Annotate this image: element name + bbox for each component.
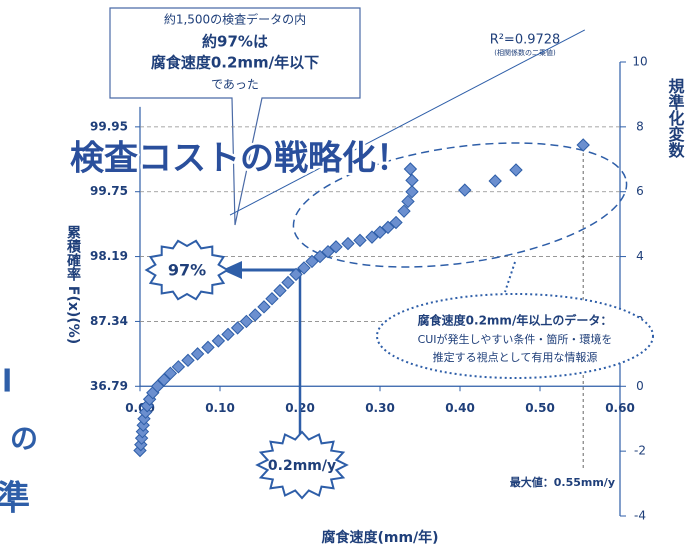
point bbox=[157, 373, 171, 387]
note-text: CUIが発生しやすい条件・箇所・環境を bbox=[418, 332, 613, 346]
point bbox=[321, 244, 335, 259]
point bbox=[509, 163, 523, 177]
y2-tick-label: 4 bbox=[636, 249, 644, 263]
point bbox=[150, 379, 165, 393]
point bbox=[273, 283, 287, 298]
point bbox=[313, 249, 327, 264]
point bbox=[381, 220, 395, 235]
point bbox=[248, 308, 262, 322]
y-tick-label: 36.79 bbox=[90, 379, 128, 393]
point bbox=[265, 292, 279, 306]
point bbox=[134, 437, 148, 452]
badge bbox=[144, 239, 230, 301]
point bbox=[221, 327, 235, 342]
y2-axis-label: 規準化変数 bbox=[666, 78, 685, 159]
y2-tick-label: 0 bbox=[636, 379, 644, 393]
arrow-head bbox=[222, 261, 242, 279]
y-tick-label: 98.19 bbox=[90, 249, 128, 263]
callout-box bbox=[109, 7, 361, 226]
point bbox=[281, 275, 295, 290]
y-tick-label: 99.75 bbox=[90, 184, 128, 198]
x-axis-label: 腐食速度(mm/年) bbox=[321, 529, 438, 546]
point bbox=[329, 240, 343, 254]
r-squared-note: (相関係数の二乗値) bbox=[494, 48, 556, 57]
badge-text: 97% bbox=[168, 261, 206, 280]
callout-text: であった bbox=[211, 78, 259, 92]
y2-tick-label: -4 bbox=[634, 509, 646, 523]
point bbox=[201, 340, 215, 355]
point bbox=[181, 353, 195, 368]
point bbox=[488, 174, 502, 188]
point bbox=[137, 412, 151, 426]
chart-title: 検査コストの戦略化！ bbox=[70, 139, 410, 179]
x-tick-label: 0.10 bbox=[205, 401, 235, 415]
x-tick-label: 0.40 bbox=[445, 401, 475, 415]
trendline bbox=[229, 29, 586, 216]
point bbox=[239, 314, 254, 329]
point bbox=[405, 185, 419, 199]
point bbox=[230, 321, 245, 335]
highlight-ellipse bbox=[292, 142, 628, 268]
point bbox=[289, 267, 303, 282]
badge bbox=[255, 430, 349, 500]
y-axis-label: 累積確率 F(x)(%) bbox=[65, 225, 82, 344]
point bbox=[257, 300, 271, 314]
point bbox=[134, 431, 149, 445]
callout-text: 腐食速度0.2mm/年以下 bbox=[151, 54, 319, 72]
point bbox=[190, 347, 205, 361]
point bbox=[389, 215, 403, 230]
point bbox=[163, 366, 178, 381]
side-text: の bbox=[10, 422, 38, 455]
side-text: 準 bbox=[0, 479, 30, 519]
point bbox=[458, 183, 472, 197]
note-ellipse bbox=[376, 293, 654, 379]
y-tick-label: 99.95 bbox=[90, 119, 128, 133]
point bbox=[576, 138, 590, 152]
point bbox=[171, 360, 186, 374]
r-squared: R²=0.9728 bbox=[490, 33, 561, 48]
x-tick-label: 0.60 bbox=[605, 401, 635, 415]
point bbox=[353, 233, 367, 248]
max-label: 最大値：0.55mm/y bbox=[510, 475, 615, 489]
y2-tick-label: 6 bbox=[636, 184, 644, 198]
connector bbox=[504, 261, 516, 293]
note-text: 腐食速度0.2mm/年以上のデータ： bbox=[418, 313, 613, 328]
y-tick-label: 87.34 bbox=[90, 314, 128, 328]
point bbox=[211, 334, 226, 348]
y2-tick-label: -2 bbox=[634, 444, 646, 458]
point bbox=[401, 194, 415, 209]
point bbox=[305, 254, 319, 269]
badge-text: 0.2mm/y bbox=[268, 458, 336, 474]
point bbox=[341, 236, 355, 251]
y2-tick-label: 8 bbox=[636, 119, 644, 133]
side-text: l bbox=[2, 365, 12, 400]
point bbox=[365, 230, 379, 244]
x-tick-label: 0.30 bbox=[365, 401, 395, 415]
point bbox=[405, 173, 419, 188]
callout-text: 約97%は bbox=[202, 33, 268, 51]
point bbox=[297, 261, 311, 275]
point bbox=[373, 225, 387, 239]
note-text: 推定する視点として有用な情報源 bbox=[433, 350, 598, 364]
callout-text: 約1,500の検査データの内 bbox=[164, 12, 306, 27]
point bbox=[397, 204, 411, 218]
point bbox=[403, 162, 418, 176]
x-tick-label: 0.50 bbox=[525, 401, 555, 415]
y2-tick-label: 10 bbox=[632, 55, 647, 69]
